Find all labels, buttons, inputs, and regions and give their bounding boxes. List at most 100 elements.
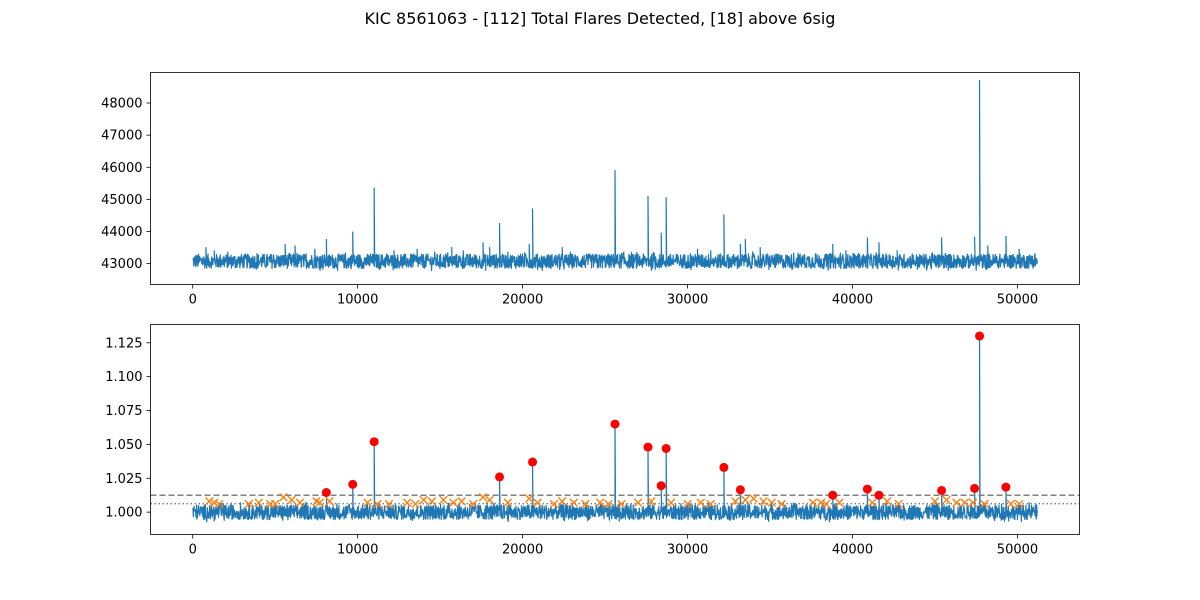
candidate-flare-marker: [478, 492, 488, 502]
candidate-flare-marker: [214, 499, 224, 509]
candidate-flare-marker: [244, 499, 254, 509]
candidate-flare-marker: [363, 498, 372, 507]
normalized-flux-line: [192, 335, 1038, 523]
y-tick-label: 1.100: [105, 370, 142, 385]
candidate-flare-marker: [767, 498, 776, 507]
candidate-flare-marker: [503, 498, 513, 507]
candidate-flare-marker: [315, 498, 325, 507]
candidate-flare-marker: [741, 495, 750, 505]
x-tick-label: 50000: [997, 543, 1038, 558]
x-tick-label: 0: [189, 543, 197, 558]
significant-flare-marker: [970, 483, 980, 493]
significant-flare-marker: [369, 437, 379, 447]
top-panel-x-axis: 0 10000 20000 30000 40000 50000: [189, 284, 1038, 308]
candidate-flare-marker: [595, 498, 605, 507]
x-tick-label: 30000: [667, 293, 708, 308]
candidate-flare-marker: [633, 498, 643, 507]
significant-flare-marker: [828, 490, 838, 500]
candidate-flare-marker: [569, 498, 579, 507]
candidate-flare-marker: [777, 499, 786, 509]
x-tick-label: 20000: [502, 543, 543, 558]
y-tick-label: 1.075: [105, 404, 142, 419]
candidate-flare-marker: [882, 497, 892, 506]
significant-flare-marker: [719, 462, 729, 472]
y-tick-label: 45000: [101, 193, 142, 208]
candidate-flare-marker: [942, 495, 951, 505]
top-panel-raw-flux: 0 10000 20000 30000 40000 50000 43000 44000 450…: [101, 72, 1080, 308]
bottom-panel-significant-markers: [321, 331, 1011, 500]
significant-flare-marker: [1001, 482, 1011, 492]
candidate-flare-marker: [821, 499, 831, 509]
significant-flare-marker: [661, 443, 671, 453]
candidate-flare-marker: [808, 498, 818, 507]
candidate-flare-marker: [468, 499, 478, 509]
significant-flare-marker: [495, 472, 505, 482]
significant-flare-marker: [937, 485, 947, 495]
y-tick-label: 1.125: [105, 336, 142, 351]
candidate-flare-marker: [557, 497, 567, 506]
top-panel-series: [192, 79, 1038, 272]
y-tick-label: 48000: [101, 97, 142, 112]
significant-flare-marker: [975, 331, 985, 341]
figure-title: KIC 8561063 - [112] Total Flares Detecte…: [364, 9, 836, 28]
significant-flare-marker: [862, 484, 872, 494]
candidate-flare-marker: [254, 498, 264, 507]
bottom-panel-threshold-lines: [150, 494, 1080, 505]
candidate-flare-marker: [952, 498, 961, 507]
significant-flare-marker: [643, 442, 653, 452]
y-tick-label: 46000: [101, 161, 142, 176]
significant-flare-marker: [321, 488, 331, 497]
significant-flare-marker: [874, 490, 884, 500]
candidate-flare-marker: [960, 498, 969, 507]
candidate-flare-marker: [485, 495, 494, 505]
candidate-flare-marker: [759, 497, 768, 506]
candidate-flare-marker: [604, 499, 613, 509]
candidate-flare-marker: [524, 494, 534, 503]
bottom-panel-frame: [150, 324, 1080, 535]
bottom-panel-y-axis: 1.000 1.025 1.050 1.075 1.100 1.125: [105, 336, 151, 521]
y-tick-label: 1.050: [105, 438, 142, 453]
top-panel-y-axis: 43000 44000 45000 46000 47000 48000: [101, 97, 151, 272]
significant-flare-marker: [656, 481, 666, 491]
candidate-flare-marker: [968, 498, 978, 507]
candidate-flare-marker: [666, 498, 676, 507]
x-tick-label: 40000: [832, 293, 873, 308]
candidate-flare-marker: [325, 497, 334, 506]
significant-flare-marker: [610, 419, 620, 429]
bottom-panel-normalized-flux: 0 10000 20000 30000 40000 50000 1.0001.0251.0…: [105, 324, 1080, 558]
significant-flare-marker: [348, 479, 358, 489]
candidate-flare-marker: [816, 498, 826, 507]
candidate-flare-marker: [894, 499, 904, 509]
candidate-flare-marker: [449, 498, 458, 507]
candidate-flare-marker: [209, 498, 219, 507]
x-tick-label: 0: [189, 293, 197, 308]
x-tick-label: 10000: [337, 543, 378, 558]
y-tick-label: 43000: [101, 257, 142, 272]
candidate-flare-marker: [279, 492, 288, 502]
candidate-flare-marker: [204, 497, 214, 506]
candidate-flare-marker: [549, 499, 559, 509]
candidate-flare-marker: [1006, 499, 1016, 509]
y-tick-label: 44000: [101, 225, 142, 240]
top-panel-frame: [150, 72, 1080, 285]
candidate-flare-marker: [270, 499, 280, 509]
bottom-panel-series: [192, 335, 1038, 523]
candidate-flare-marker: [706, 499, 715, 509]
significant-flare-marker: [735, 485, 745, 495]
candidate-flare-marker: [402, 498, 412, 507]
candidate-flare-marker: [581, 499, 590, 509]
candidate-flare-marker: [1014, 499, 1024, 509]
y-tick-label: 1.000: [105, 506, 142, 521]
y-tick-label: 1.025: [105, 472, 142, 487]
candidate-flare-marker: [749, 494, 758, 503]
candidate-flare-marker: [384, 499, 394, 509]
candidate-flare-marker: [287, 495, 296, 505]
raw-flux-line: [192, 79, 1038, 272]
candidate-flare-marker: [683, 499, 692, 509]
candidate-flare-marker: [533, 498, 542, 507]
significant-flare-marker: [528, 457, 538, 467]
candidate-flare-marker: [373, 499, 382, 509]
candidate-flare-marker: [411, 499, 420, 509]
